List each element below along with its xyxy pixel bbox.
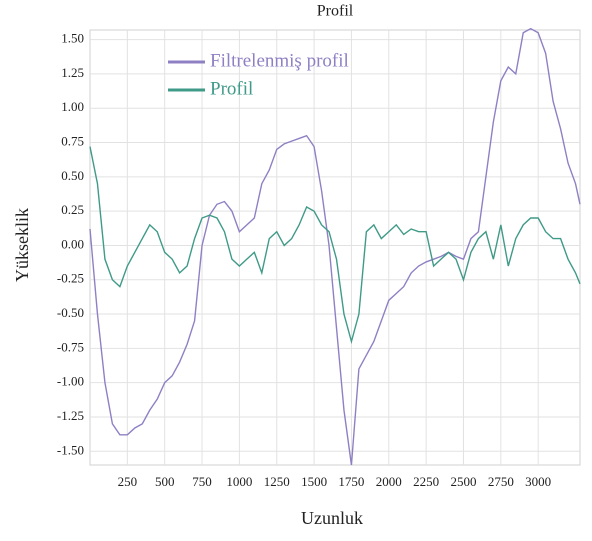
legend-label: Filtrelenmiş profil: [210, 50, 349, 71]
y-tick-label: -1.25: [57, 408, 84, 423]
y-tick-label: 1.00: [61, 99, 84, 114]
y-tick-label: -0.50: [57, 305, 84, 320]
y-tick-label: -0.75: [57, 339, 84, 354]
plot-frame: [89, 29, 581, 466]
x-tick-label: 2000: [376, 474, 402, 489]
x-tick-label: 500: [155, 474, 175, 489]
y-tick-label: 1.25: [61, 65, 84, 80]
x-tick-label: 1000: [226, 474, 252, 489]
series-line: [89, 27, 581, 466]
x-tick-label: 2500: [450, 474, 476, 489]
y-tick-label: -0.25: [57, 271, 84, 286]
series-line: [89, 146, 581, 345]
y-tick-label: -1.50: [57, 442, 84, 457]
x-tick-label: 2250: [413, 474, 439, 489]
y-tick-label: 0.00: [61, 236, 84, 251]
chart-title: Profil: [317, 3, 354, 20]
x-tick-label: 3000: [525, 474, 551, 489]
y-tick-label: 1.50: [61, 31, 84, 46]
y-tick-label: 0.75: [61, 134, 84, 149]
y-tick-label: 0.50: [61, 168, 84, 183]
x-tick-label: 1500: [301, 474, 327, 489]
y-axis-label: Yükseklik: [12, 208, 32, 282]
x-tick-label: 750: [192, 474, 212, 489]
x-axis-label: Uzunluk: [301, 508, 363, 528]
x-tick-label: 250: [118, 474, 138, 489]
legend-label: Profil: [210, 78, 253, 99]
x-tick-label: 1250: [264, 474, 290, 489]
y-tick-label: 0.25: [61, 202, 84, 217]
y-tick-label: -1.00: [57, 374, 84, 389]
x-tick-label: 2750: [488, 474, 514, 489]
x-tick-label: 1750: [338, 474, 364, 489]
